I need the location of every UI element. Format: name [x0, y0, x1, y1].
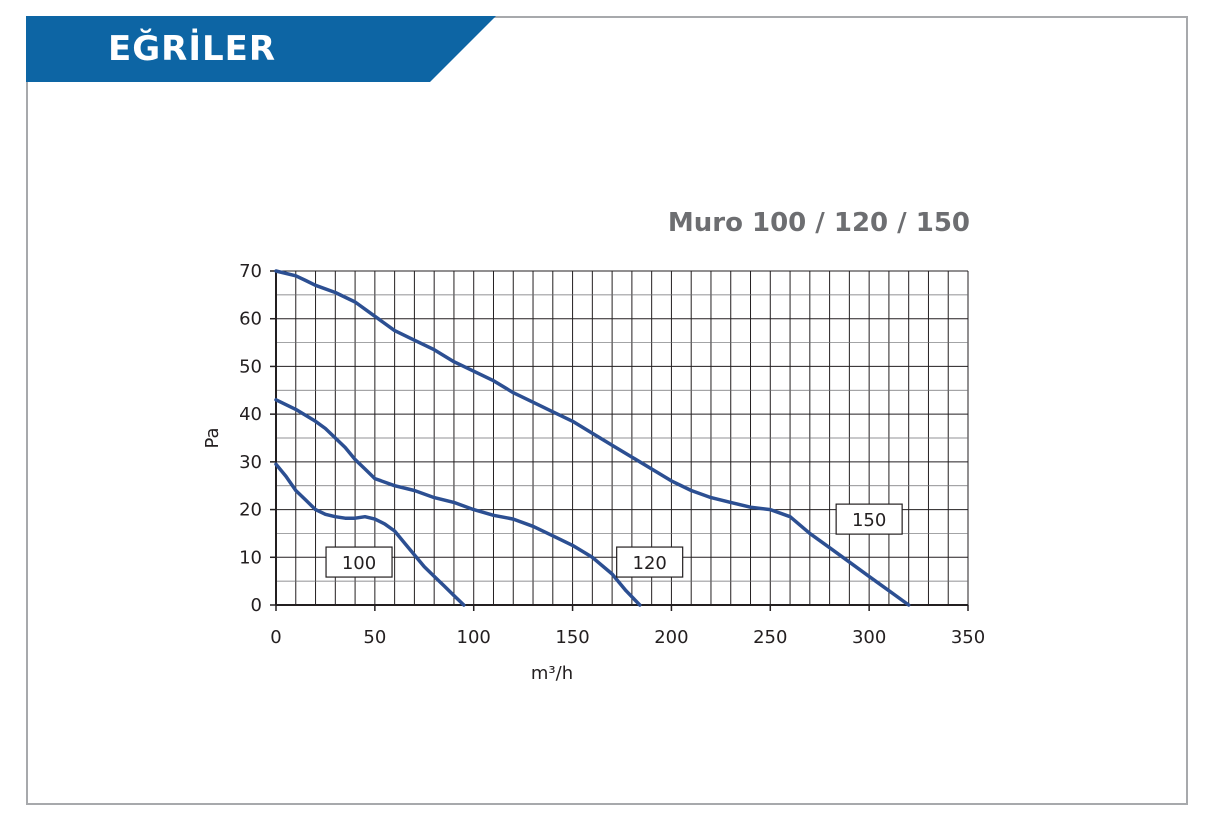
x-tick-label: 150 [555, 627, 589, 648]
series-label-150: 150 [852, 510, 886, 531]
series-line-150 [274, 269, 911, 607]
x-tick-label: 350 [951, 627, 985, 648]
y-tick-label: 70 [239, 261, 262, 282]
y-tick-label: 10 [239, 547, 262, 568]
y-tick-label: 40 [239, 404, 262, 425]
series-label-100: 100 [342, 553, 376, 574]
chart-title: Muro 100 / 120 / 150 [667, 208, 970, 238]
page-frame [26, 16, 1188, 805]
x-tick-label: 300 [852, 627, 886, 648]
chart-axes: 0 50 100 150 200 250 300 350 0 10 20 30 40 50 60 70 [239, 261, 985, 648]
series-label-120: 120 [633, 553, 667, 574]
series-label-box-150 [835, 503, 903, 535]
y-axis-label: Pa [202, 427, 223, 448]
y-tick-label: 50 [239, 356, 262, 377]
x-tick-label: 50 [363, 627, 386, 648]
x-tick-label: 0 [270, 627, 281, 648]
x-tick-label: 100 [457, 627, 491, 648]
series-label-box-120 [616, 546, 684, 578]
header-band [26, 16, 496, 82]
series-line-100 [274, 462, 466, 607]
x-tick-label: 250 [753, 627, 787, 648]
y-tick-label: 30 [239, 452, 262, 473]
x-tick-label: 200 [654, 627, 688, 648]
y-tick-label: 0 [251, 595, 262, 616]
series-line-120 [274, 398, 642, 607]
series-labels: 100 120 150 [325, 503, 903, 578]
x-axis-label: m³/h [531, 663, 573, 684]
y-tick-label: 60 [239, 309, 262, 330]
page-title: EĞRİLER [108, 29, 277, 69]
y-tick-label: 20 [239, 500, 262, 521]
header-banner [26, 16, 496, 82]
chart-series [274, 269, 911, 607]
series-label-box-100 [325, 546, 393, 578]
